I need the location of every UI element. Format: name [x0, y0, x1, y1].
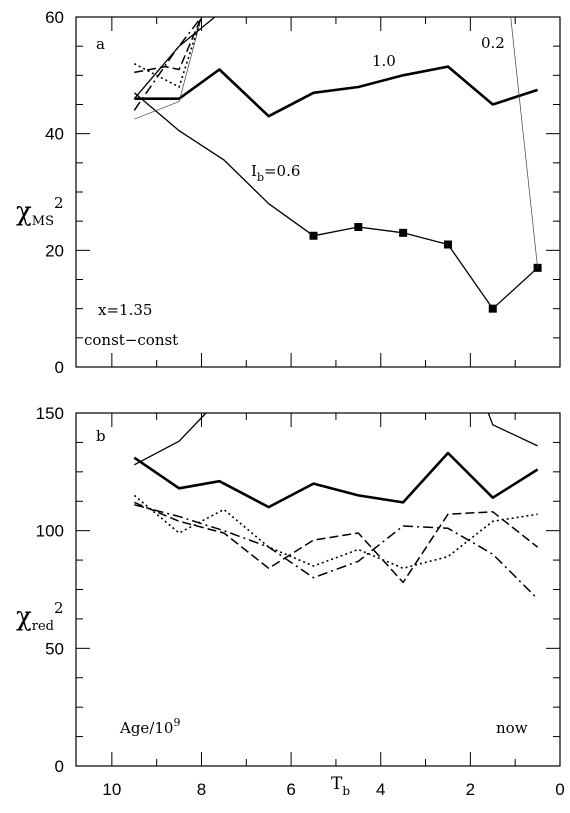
x-tick-label: 2 — [466, 780, 475, 799]
x-exponent-label: x=1.35 — [98, 301, 152, 319]
label-ib-0-6: Ib=0.6 — [251, 162, 300, 184]
panel-b-series — [133, 413, 539, 600]
series-group — [133, 17, 542, 313]
y-tick-label: 20 — [45, 241, 64, 260]
panel-b-letter: b — [96, 427, 106, 445]
age-label-sup: 9 — [173, 716, 180, 729]
y-tick-label: 40 — [45, 125, 64, 144]
data-point-marker — [399, 228, 408, 237]
x-tick-label: 4 — [376, 780, 385, 799]
age-label: Age/109 — [119, 716, 180, 737]
y-tick-label: 50 — [45, 639, 64, 658]
series-line-dotted — [133, 17, 203, 88]
y-axis-a-symbol: χ — [16, 197, 32, 227]
label-1-0: 1.0 — [372, 52, 396, 70]
y-axis-label-b: χred2 — [16, 599, 64, 634]
series-line-thin — [487, 413, 538, 447]
y-tick-label: 150 — [36, 404, 64, 423]
const-const-label: const−const — [84, 331, 178, 349]
series-line-thick — [134, 65, 539, 118]
data-point-marker — [309, 231, 318, 240]
panel-b-ticks — [76, 412, 561, 767]
y-axis-a-sub: MS — [32, 214, 54, 229]
panel-b-tick-labels: 0 50 100 150 10 8 6 4 2 0 — [36, 404, 565, 799]
y-axis-b-symbol: χ — [16, 602, 32, 632]
data-point-marker — [488, 304, 497, 313]
y-tick-label: 100 — [36, 522, 64, 541]
label-0-2: 0.2 — [481, 34, 505, 52]
label-ib-sub: b — [257, 171, 264, 184]
x-tick-label: 0 — [555, 780, 564, 799]
series-line-thin — [133, 92, 539, 310]
now-label: now — [496, 719, 528, 737]
label-ib-prefix: I — [251, 162, 257, 180]
y-axis-a-sup: 2 — [54, 194, 64, 212]
series-line-dashed — [134, 17, 203, 74]
series-line-dashdot — [134, 504, 539, 600]
x-axis-label: Tb — [331, 774, 350, 798]
x-tick-label: 6 — [286, 780, 295, 799]
age-label-prefix: Age/10 — [119, 719, 173, 737]
x-axis-sub: b — [342, 784, 350, 798]
x-axis-symbol: T — [331, 774, 343, 794]
series-line-dashdot — [133, 17, 203, 111]
data-point-marker — [443, 240, 452, 249]
series-group — [133, 413, 539, 600]
panel-a: 0 20 40 60 a 1.0 0.2 Ib=0.6 x=1.35 const−co… — [16, 8, 561, 377]
y-axis-label-a: χMS2 — [16, 194, 64, 229]
y-axis-b-sub: red — [32, 619, 54, 634]
y-tick-label: 60 — [45, 8, 64, 27]
panel-a-ticks — [76, 16, 561, 368]
x-tick-label: 10 — [102, 780, 121, 799]
series-line-thin — [133, 413, 207, 466]
x-tick-label: 8 — [197, 780, 206, 799]
data-point-marker — [354, 223, 363, 231]
panel-a-tick-labels: 0 20 40 60 — [45, 8, 64, 377]
series-line-hair — [134, 17, 202, 120]
data-point-marker — [533, 263, 542, 272]
series-line-dashed — [134, 501, 539, 584]
series-line-thick — [133, 451, 539, 509]
y-tick-label: 0 — [55, 358, 64, 377]
panel-a-series — [133, 17, 542, 313]
series-line-thin — [133, 17, 216, 100]
y-axis-b-sup: 2 — [54, 599, 64, 617]
y-tick-label: 0 — [55, 757, 64, 776]
series-line-dotted — [133, 494, 538, 570]
series-line-hair — [510, 17, 538, 268]
label-ib-suffix: =0.6 — [264, 162, 300, 180]
panel-a-letter: a — [96, 35, 105, 53]
